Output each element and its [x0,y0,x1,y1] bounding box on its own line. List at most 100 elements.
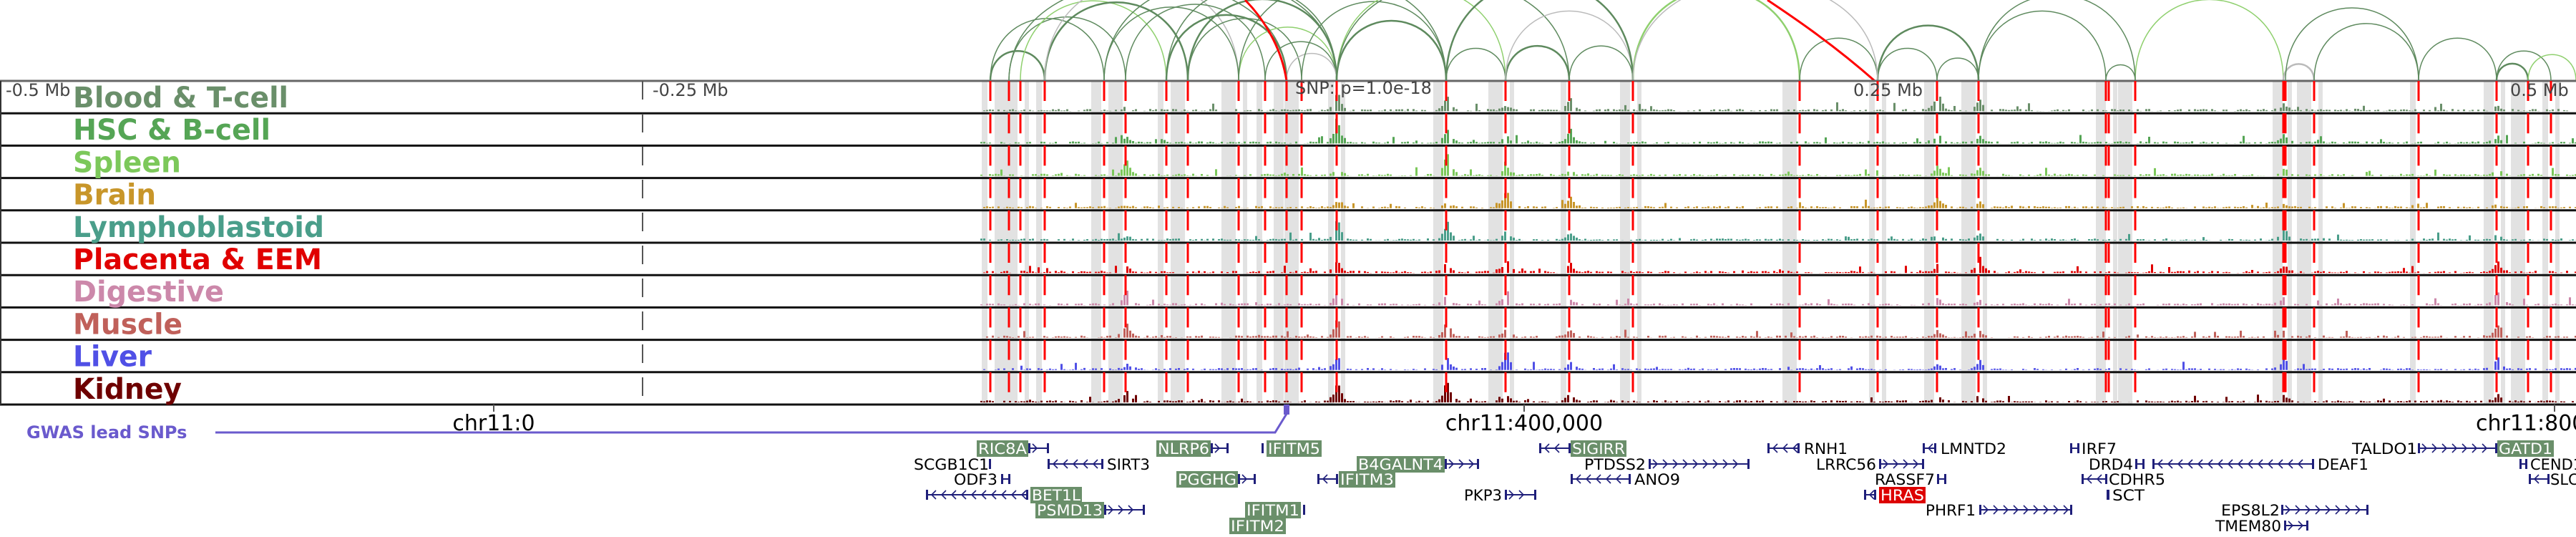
strand-arrow-icon [2472,443,2478,453]
gene-irf7[interactable]: IRF7 [2070,440,2117,458]
gene-exon [1211,443,1213,453]
strand-arrow-icon [1772,443,1778,453]
gene-sirt3[interactable]: SIRT3 [1048,456,1150,473]
gene-lmntd2[interactable]: LMNTD2 [1923,440,2006,458]
gene-lrrc56[interactable]: LRRC56 [1816,456,1924,473]
gene-exon [1879,459,1881,469]
loop-arc [1166,0,1337,82]
gene-tmem80[interactable]: TMEM80 [2215,518,2308,535]
gene-sigirr[interactable]: SIGIRR [1539,440,1626,458]
gene-pgghg[interactable]: PGGHG [1176,471,1256,488]
strand-arrow-icon [1322,474,1328,484]
chr-label-800000: chr11:800,000 [2476,411,2576,436]
strand-arrow-icon [2421,443,2428,453]
gene-ifitm2[interactable]: IFITM2 [1229,518,1286,535]
gene-cend1[interactable]: CEND1 [2519,456,2576,473]
gene-rassf7[interactable]: RASSF7 [1875,471,1946,488]
loop-arc [1445,0,1634,82]
strand-arrow-icon [2305,505,2311,515]
strand-arrow-icon [1128,505,1134,515]
gene-taldo1[interactable]: TALDO1 [2351,440,2497,458]
strand-arrow-icon [1893,459,1899,469]
loop-arc [1632,0,1878,82]
gene-exon [1864,490,1866,500]
gene-slc25a22[interactable]: SLC25A22 [2529,471,2576,488]
gene-ifitm3[interactable]: IFITM3 [1317,471,1395,488]
gene-exon [1028,443,1030,453]
gene-odf3[interactable]: ODF3 [954,471,1010,488]
track-label: HSC & B-cell [73,114,270,147]
gene-phrf1[interactable]: PHRF1 [1926,502,2072,519]
gene-eps8l2[interactable]: EPS8L2 [2221,502,2368,519]
gene-highlight [1245,502,1301,518]
strand-arrow-icon [1518,490,1525,500]
strand-arrow-icon [1052,459,1058,469]
gene-ano9[interactable]: ANO9 [1571,471,1680,488]
gene-exon [1568,443,1571,453]
gene-exon [1937,474,1939,484]
gene-exon [2070,443,2072,453]
gene-ptdss2[interactable]: PTDSS2 [1584,456,1750,473]
gene-bet1l[interactable]: BET1L [926,487,1082,504]
gene-ifitm5[interactable]: IFITM5 [1262,440,1322,458]
gene-exon [2152,459,2155,469]
gene-exon [1505,490,1507,500]
gene-exon [2495,443,2497,453]
gene-exon [1534,490,1536,500]
strand-arrow-icon [1712,459,1719,469]
loop-arc [1335,19,1448,82]
gene-psmd13[interactable]: PSMD13 [1035,502,1145,519]
strand-arrow-icon [1993,505,1999,515]
gene-rnh1[interactable]: RNH1 [1767,440,1848,458]
loop-arc [2496,50,2552,82]
strand-arrow-icon [1543,443,1550,453]
loop-arc [1631,0,1801,82]
gene-pkp3[interactable]: PKP3 [1464,487,1536,504]
strand-arrow-icon [1108,505,1114,515]
gene-exon [1571,474,1573,484]
gene-exon [2366,505,2368,515]
gene-highlight [1267,440,1322,457]
strand-arrow-icon [2533,474,2540,484]
loop-arc [1505,10,1634,82]
gene-scgb1c1[interactable]: SCGB1C1 [914,456,991,473]
strand-arrow-icon [1782,443,1788,453]
gene-deaf1[interactable]: DEAF1 [2152,456,2368,473]
strand-arrow-icon [2288,521,2294,531]
loop-arc [1020,0,1167,82]
loop-arc [2285,7,2419,82]
loop-arc [2418,37,2497,82]
gene-exon [2142,459,2145,469]
gene-ifitm1[interactable]: IFITM1 [1245,502,1305,519]
gene-cdhr5[interactable]: CDHR5 [2082,471,2165,488]
loop-arc [1264,41,1337,82]
strand-arrow-icon [1792,443,1798,453]
gene-hras[interactable]: HRAS [1864,487,1926,504]
strand-arrow-icon [1605,474,1611,484]
gene-label: PKP3 [1464,487,1502,504]
gwas-lead-snps-label: GWAS lead SNPs [26,422,187,442]
gwas-snp-marker[interactable] [1284,405,1289,415]
strand-arrow-icon [960,490,967,500]
gene-exon [1477,459,1479,469]
gene-nlrp6[interactable]: NLRP6 [1156,440,1229,458]
gene-b4galnt4[interactable]: B4GALNT4 [1357,456,1479,473]
loop-arc [1336,0,1506,82]
gene-label: IFITM2 [1231,518,1284,535]
gene-sct[interactable]: SCT [2107,487,2145,504]
gene-highlight [2497,440,2554,457]
loop-arc [1043,1,1189,82]
strand-arrow-icon [1883,459,1889,469]
strand-arrow-icon [1000,490,1007,500]
gene-label: RNH1 [1804,440,1848,458]
chromatin-loop-arcs [989,0,2576,82]
gene-label: LMNTD2 [1941,440,2006,458]
gene-exon [2107,490,2109,500]
loop-arc [2135,0,2284,82]
axis-label-05mb: 0.5 Mb [2510,80,2569,100]
gene-drd4[interactable]: DRD4 [2089,456,2145,473]
gene-label: IRF7 [2082,440,2117,458]
gene-exon [1539,443,1541,453]
gene-gatd1[interactable]: GATD1 [2497,440,2554,458]
gene-ric8a[interactable]: RIC8A [977,440,1049,458]
